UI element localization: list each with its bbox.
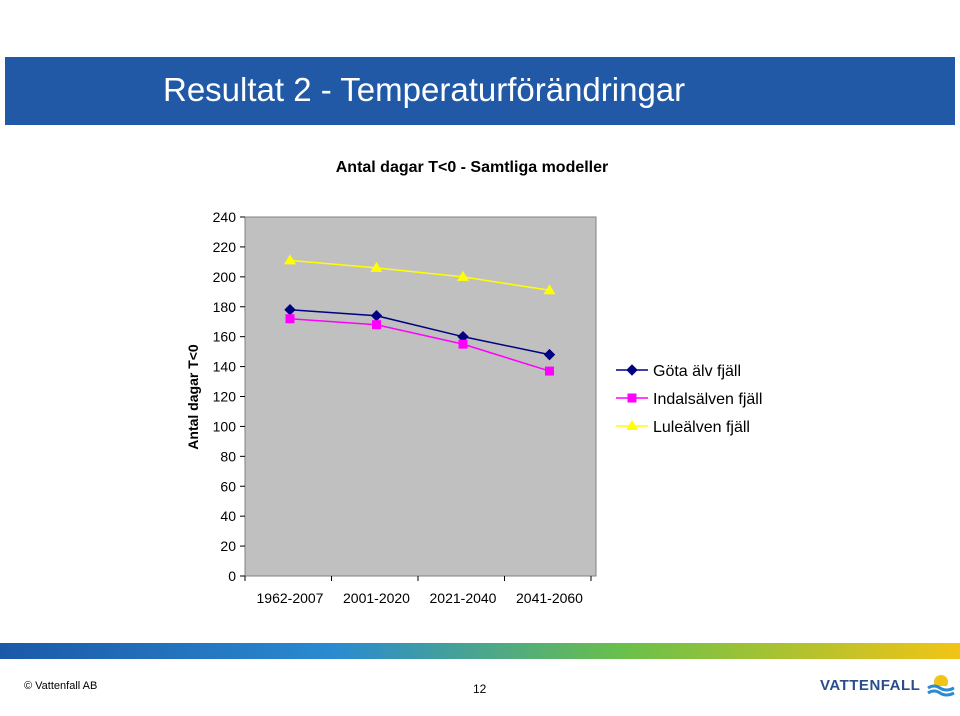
series-1: [285, 314, 554, 376]
y-tick-label: 40: [220, 508, 236, 524]
line-chart: Antal dagar T<0 - Samtliga modeller 0204…: [185, 159, 762, 606]
data-point: [458, 339, 468, 349]
legend-marker: [627, 393, 637, 403]
series-layer: [284, 254, 556, 376]
logo-text: VATTENFALL: [820, 676, 921, 694]
data-point: [372, 320, 381, 330]
y-tick-label: 160: [213, 329, 237, 345]
sun-wave-icon: [927, 675, 955, 698]
y-tick-label: 20: [220, 538, 236, 554]
series-line: [289, 259, 550, 292]
y-tick-label: 0: [228, 568, 236, 584]
x-tick-label: 2001-2020: [343, 590, 410, 606]
legend-label: Luleälven fjäll: [653, 419, 750, 436]
copyright-text: © Vattenfall AB: [24, 680, 98, 692]
legend-label: Indalsälven fjäll: [653, 391, 762, 408]
x-tick-label: 2041-2060: [516, 590, 583, 606]
y-tick-label: 60: [220, 478, 236, 494]
y-tick-label: 220: [213, 239, 237, 255]
legend-marker: [626, 364, 638, 376]
x-axis-ticks: 1962-2007 2001-2020 2021-2040 2041-2060: [244, 576, 592, 606]
y-tick-label: 120: [213, 389, 237, 405]
data-point: [543, 284, 556, 295]
data-point: [370, 261, 383, 272]
series-line: [289, 317, 550, 372]
y-tick-label: 180: [213, 299, 237, 315]
x-tick-label: 2021-2040: [430, 590, 497, 606]
legend: Göta älv fjäll Indalsälven fjäll Luleälven…: [616, 363, 762, 436]
y-axis-label: Antal dagar T<0: [185, 344, 201, 450]
data-point: [545, 366, 554, 376]
y-axis-ticks: 0 20 40 60 80 100 120 140 160 180 200 220 240: [213, 209, 245, 584]
series-line: [289, 308, 550, 356]
series-2: [284, 254, 556, 295]
data-point: [543, 348, 556, 361]
data-point: [285, 314, 295, 324]
data-point: [284, 254, 296, 265]
footer-color-band: [0, 643, 960, 659]
vattenfall-logo: VATTENFALL: [820, 672, 956, 698]
data-point: [457, 270, 469, 281]
slide-title: Resultat 2 - Temperaturförändringar: [163, 71, 686, 108]
y-tick-label: 100: [213, 418, 237, 434]
x-tick-label: 1962-2007: [257, 590, 324, 606]
y-tick-label: 140: [213, 359, 237, 375]
y-tick-label: 80: [220, 448, 236, 464]
series-0: [284, 304, 556, 361]
plot-area: [244, 216, 597, 577]
title-bar: [5, 57, 955, 125]
chart-title: Antal dagar T<0 - Samtliga modeller: [336, 159, 609, 176]
y-tick-label: 240: [213, 209, 237, 225]
legend-marker: [626, 420, 638, 430]
y-tick-label: 200: [213, 269, 237, 285]
legend-label: Göta älv fjäll: [653, 363, 741, 380]
page-number: 12: [473, 682, 487, 696]
